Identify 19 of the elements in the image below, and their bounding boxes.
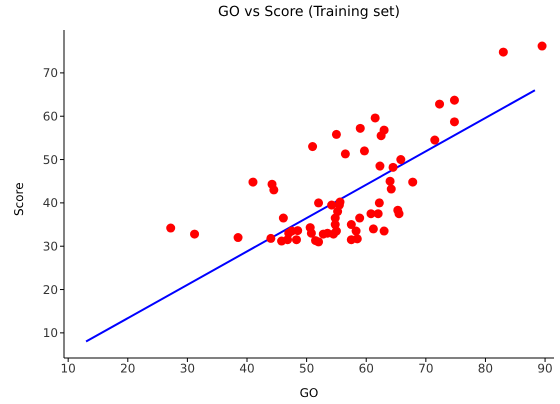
y-tick-label: 30 (42, 239, 58, 254)
y-tick-label: 40 (42, 196, 58, 210)
chart-title: GO vs Score (Training set) (216, 4, 402, 20)
y-tick-label: 70 (42, 66, 58, 80)
x-tick-label: 40 (239, 362, 255, 376)
x-tick-label: 10 (60, 362, 76, 376)
x-tick-label: 90 (537, 362, 553, 376)
x-tick-label: 60 (358, 362, 374, 376)
x-tick-label: 20 (120, 362, 136, 376)
y-axis-title: Score (12, 182, 26, 216)
x-tick-label: 70 (418, 362, 434, 376)
x-tick-label: 50 (298, 362, 314, 376)
y-tick-label: 50 (42, 152, 58, 167)
y-tick-label: 20 (42, 282, 58, 297)
x-axis-title: GO (298, 386, 320, 400)
y-tick-label: 60 (42, 109, 58, 124)
y-tick-label: 10 (42, 326, 58, 340)
x-tick-label: 30 (180, 362, 196, 376)
x-tick-label: 80 (478, 362, 494, 376)
